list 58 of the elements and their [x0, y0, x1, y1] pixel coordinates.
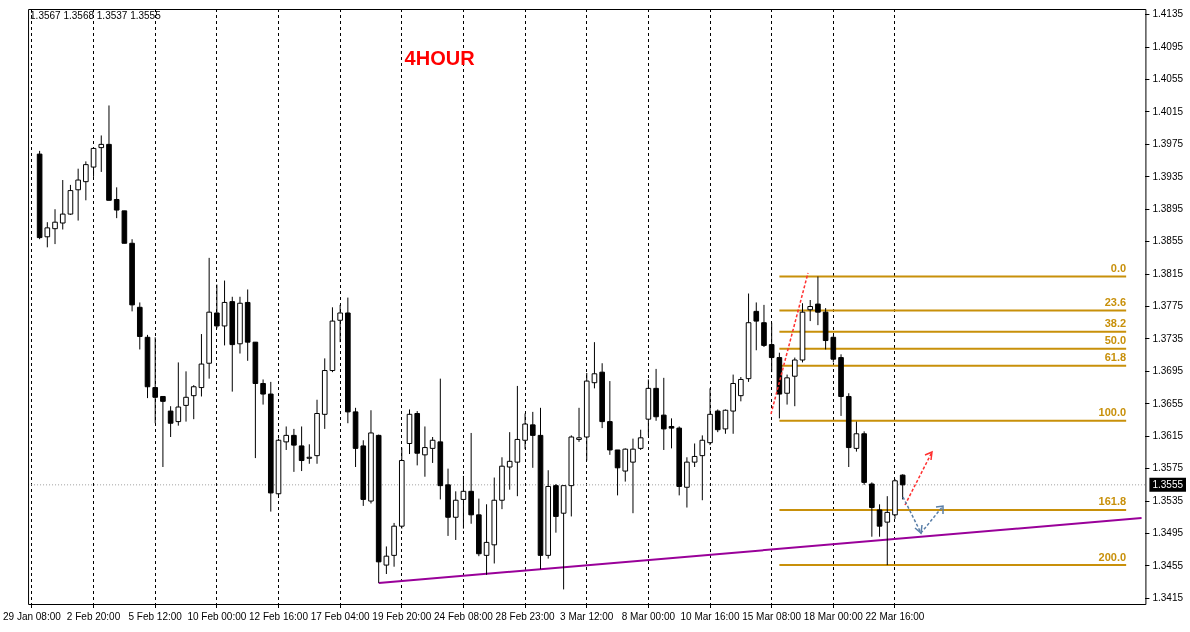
candlestick	[260, 378, 266, 406]
x-tick-label: 2 Feb 20:00	[66, 610, 121, 622]
x-tick-label: 3 Mar 12:00	[560, 610, 614, 622]
x-tick-label: 24 Feb 08:00	[433, 610, 494, 622]
y-tick-label: 1.3695	[1152, 365, 1184, 377]
series-label: 100.0	[1098, 406, 1127, 419]
series-label: 38.2	[1104, 317, 1127, 330]
y-tick-label: 1.4095	[1152, 40, 1184, 52]
y-tick-label: 1.3735	[1152, 332, 1184, 344]
ref-line-label: 1.3555	[1152, 478, 1184, 490]
candlestick	[838, 353, 844, 417]
series-label: 23.6	[1104, 296, 1127, 309]
series-label: 161.8	[1098, 495, 1127, 508]
y-tick-label: 1.4015	[1152, 105, 1184, 117]
candlestick	[576, 407, 582, 443]
candlestick	[784, 374, 790, 406]
candlestick	[445, 468, 451, 537]
y-tick-label: 1.3895	[1152, 202, 1184, 214]
x-tick-label: 15 Mar 08:00	[742, 610, 802, 622]
y-tick-label: 1.3775	[1152, 300, 1184, 312]
candlestick	[553, 483, 559, 534]
series-label: 200.0	[1098, 550, 1127, 563]
y-tick-label: 1.3535	[1152, 494, 1184, 506]
candlestick	[160, 395, 166, 468]
candlestick	[414, 410, 421, 466]
x-tick-label: 8 Mar 00:00	[621, 610, 676, 622]
x-tick-label: 28 Feb 23:00	[495, 610, 555, 622]
series-label: 0.0	[1110, 262, 1127, 275]
y-tick-label: 1.3415	[1152, 592, 1184, 604]
series-label: 61.8	[1104, 351, 1127, 364]
text: 4HOUR	[404, 46, 476, 69]
y-tick-label: 1.3855	[1152, 235, 1184, 247]
y-tick-label: 1.4135	[1152, 8, 1184, 20]
x-tick-label: 17 Feb 04:00	[310, 610, 371, 622]
x-tick-label: 19 Feb 20:00	[372, 610, 432, 622]
x-tick-label: 29 Jan 08:00	[3, 610, 62, 622]
y-tick-label: 1.3575	[1152, 462, 1184, 474]
annotation: 1.3567 1.3568 1.3537 1.3555	[30, 9, 162, 21]
candlestick	[368, 409, 374, 504]
candlestick	[761, 304, 767, 348]
y-tick-label: 1.3975	[1152, 138, 1184, 150]
candlestick	[529, 411, 536, 469]
y-tick-label: 1.4055	[1152, 73, 1184, 85]
x-tick-label: 18 Mar 00:00	[803, 610, 864, 622]
candlestick	[730, 374, 736, 435]
series-label: 50.0	[1104, 334, 1127, 347]
y-tick-label: 1.3655	[1152, 397, 1184, 409]
x-tick-label: 22 Mar 16:00	[865, 610, 925, 622]
x-tick-label: 10 Mar 16:00	[680, 610, 740, 622]
y-tick-label: 1.3615	[1152, 429, 1184, 441]
candlestick	[861, 430, 867, 486]
y-tick-label: 1.3455	[1152, 559, 1184, 571]
x-tick-label: 12 Feb 16:00	[249, 610, 309, 622]
y-tick-label: 1.3935	[1152, 170, 1184, 182]
x-tick-label: 5 Feb 12:00	[128, 610, 183, 622]
x-tick-label: 10 Feb 00:00	[187, 610, 247, 622]
y-tick-label: 1.3495	[1152, 527, 1184, 539]
y-tick-label: 1.3815	[1152, 267, 1184, 279]
